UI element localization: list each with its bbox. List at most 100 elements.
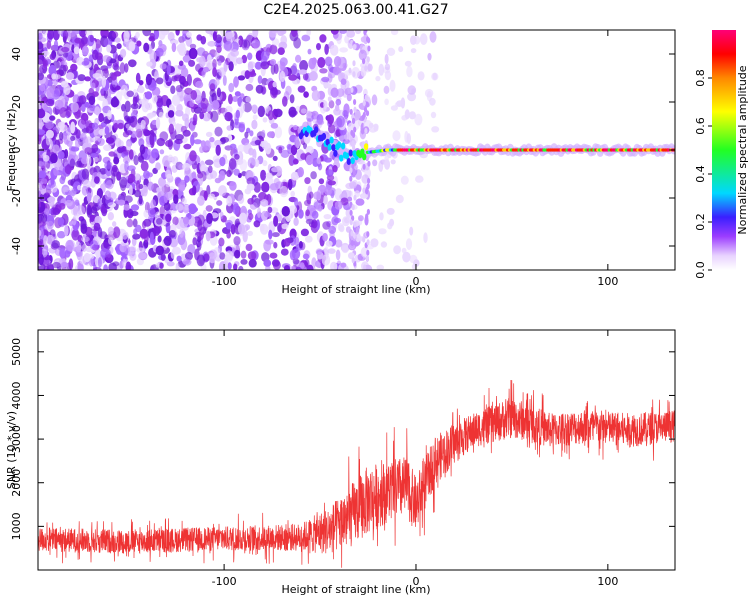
spectrogram-cell — [178, 180, 186, 192]
spectrogram-cell — [290, 190, 296, 197]
spectrogram-cell — [216, 87, 221, 98]
spectrogram-cell — [325, 169, 334, 177]
colorbar: 0.0 0.2 0.4 0.6 0.8 Normalized spectral ampl… — [694, 30, 749, 279]
spectrogram-cell — [103, 68, 109, 74]
spectrogram-cell — [335, 98, 342, 106]
spectrogram-cell — [214, 177, 222, 184]
spectrogram-cell — [136, 247, 145, 253]
spectrogram-cell — [349, 219, 353, 226]
spectrogram-cell — [218, 67, 227, 77]
spectrogram-cell — [123, 30, 130, 42]
spectrogram-cell — [59, 107, 68, 118]
spectrogram-cell — [160, 253, 166, 262]
spectrogram-cell — [362, 163, 366, 170]
spectrogram-cell — [176, 255, 182, 262]
spectrogram-cell — [41, 50, 50, 56]
spectrogram-cell — [111, 31, 119, 38]
colorbar-tick-label: 0.2 — [694, 213, 707, 231]
spectrogram-cell — [203, 66, 209, 73]
spectrogram-cell — [188, 59, 196, 67]
spectrogram-cell — [86, 120, 93, 131]
spectrogram-cell — [245, 96, 251, 104]
spectrogram-cell — [313, 191, 322, 200]
spectrogram-cell — [167, 31, 175, 42]
spectrogram-cell — [66, 106, 72, 118]
spectrogram-cell — [308, 191, 314, 199]
spectrogram-cell — [219, 170, 226, 181]
spectrogram-cell — [341, 244, 349, 254]
spectrogram-cell — [83, 252, 91, 263]
spectrogram-cell — [432, 72, 438, 80]
spectrogram-cell — [224, 219, 233, 227]
spectrogram-cell — [61, 261, 68, 268]
spectrogram-cell — [189, 206, 198, 213]
spectrogram-cell — [133, 155, 139, 166]
spectrogram-cell — [208, 165, 213, 174]
spectrogram-cell — [235, 109, 240, 119]
spectrogram-cell — [86, 154, 92, 167]
y-tick-label: 5000 — [10, 338, 23, 366]
spectrogram-cell — [136, 40, 142, 47]
spectrogram-cell — [168, 230, 176, 238]
spectrogram-cell — [315, 205, 324, 211]
spectrogram-cell — [184, 175, 190, 183]
spectrogram-cell — [411, 264, 417, 270]
spectrogram-cell — [233, 236, 241, 246]
spectrogram-cell — [46, 87, 55, 99]
spectrogram-cell — [415, 175, 424, 183]
spectrogram-cell — [322, 221, 331, 230]
spectrogram-cell — [267, 110, 274, 121]
spectrogram-cell — [51, 240, 60, 249]
spectrogram-cell — [118, 176, 128, 188]
spectrogram-cell — [363, 30, 367, 36]
spectrogram-cell — [57, 30, 63, 35]
spectrogram-cell — [239, 159, 248, 171]
spectrogram-cell — [224, 111, 233, 122]
spectrogram-cell — [42, 154, 50, 162]
spectrogram-cell — [64, 149, 69, 159]
spectrogram-cell — [61, 46, 70, 53]
spectrogram-cell — [342, 62, 348, 69]
spectrogram-cell — [206, 212, 213, 225]
spectrogram-cell — [143, 218, 152, 227]
spectrogram-cell — [152, 94, 158, 104]
spectrogram-cell — [218, 185, 227, 197]
spectrogram-cell — [73, 46, 80, 55]
spectrogram-cell — [238, 265, 244, 270]
spectrogram-cell — [110, 96, 119, 108]
spectrogram-cell — [234, 249, 241, 259]
spectrogram-cell — [366, 249, 370, 256]
spectrogram-cell — [253, 220, 261, 228]
spectrogram-cell — [353, 194, 357, 201]
spectrogram-cell — [261, 181, 270, 193]
spectrogram-cell — [128, 184, 133, 197]
spectrogram-cell — [427, 52, 432, 61]
spectrogram-cell — [244, 70, 251, 80]
spectrogram-cell — [219, 156, 226, 167]
spectrogram-cell — [39, 181, 44, 191]
spectrogram-cell — [365, 101, 369, 108]
spectrogram-cell — [316, 43, 321, 51]
spectrogram-cell — [124, 100, 131, 113]
spectrogram-cell — [355, 198, 365, 206]
spectrogram-cell — [189, 99, 195, 108]
x-tick-label: 0 — [412, 275, 419, 288]
spectrogram-cell — [404, 130, 409, 143]
spectrogram-cell — [205, 131, 213, 137]
spectrogram-cell — [155, 162, 161, 171]
spectrogram-cell — [323, 187, 333, 196]
spectrogram-cell — [229, 143, 237, 149]
spectrogram-cell — [402, 251, 411, 263]
spectrogram-cell — [232, 96, 239, 102]
spectrogram-cell — [70, 63, 78, 72]
signal-cell — [340, 142, 346, 150]
spectrogram-cell — [103, 144, 112, 151]
spectrogram-cell — [247, 251, 257, 261]
spectrogram-cell — [120, 48, 127, 58]
spectrogram-cell — [210, 110, 219, 123]
spectrogram-cell — [309, 71, 318, 81]
snr-ylabel: SNR (10 * v/v) — [5, 411, 18, 489]
spectrogram-cell — [107, 109, 112, 121]
spectrogram-cell — [251, 104, 258, 113]
spectrogram-cell — [386, 47, 396, 57]
